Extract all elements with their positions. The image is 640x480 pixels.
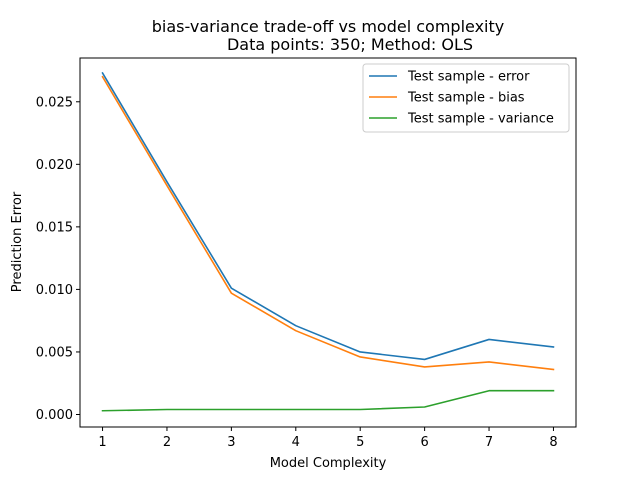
y-tick-label: 0.020 bbox=[36, 158, 73, 173]
y-tick-label: 0.025 bbox=[36, 95, 73, 110]
y-axis-label: Prediction Error bbox=[10, 191, 25, 292]
legend-box bbox=[362, 63, 570, 133]
x-tick-label: 1 bbox=[98, 435, 106, 450]
legend: Test sample - error Test sample - bias Tes… bbox=[362, 63, 570, 133]
legend-label-2: Test sample - variance bbox=[407, 112, 554, 127]
chart-title: bias-variance trade-off vs model complex… bbox=[152, 17, 504, 36]
legend-label-0: Test sample - error bbox=[407, 70, 530, 85]
x-tick-label: 6 bbox=[420, 435, 428, 450]
y-tick-label: 0.010 bbox=[36, 283, 73, 298]
series-line-2 bbox=[101, 389, 555, 412]
x-axis-label: Model Complexity bbox=[270, 456, 387, 471]
chart-subtitle: Data points: 350; Method: OLS bbox=[227, 35, 473, 54]
y-axis-ticks: 0.000 0.005 0.010 0.015 0.020 0.025 bbox=[36, 95, 80, 423]
series-line-0 bbox=[101, 71, 555, 361]
x-tick-label: 3 bbox=[227, 435, 235, 450]
x-tick-label: 8 bbox=[549, 435, 557, 450]
legend-label-1: Test sample - bias bbox=[407, 91, 525, 106]
series-lines bbox=[101, 71, 555, 412]
x-tick-label: 7 bbox=[485, 435, 493, 450]
x-tick-label: 4 bbox=[292, 435, 300, 450]
y-tick-label: 0.000 bbox=[36, 408, 73, 423]
y-tick-label: 0.015 bbox=[36, 220, 73, 235]
x-tick-label: 5 bbox=[356, 435, 364, 450]
series-line-1 bbox=[101, 75, 555, 371]
x-tick-label: 2 bbox=[163, 435, 171, 450]
x-axis-ticks: 1 2 3 4 5 6 7 8 bbox=[98, 427, 558, 450]
y-tick-label: 0.005 bbox=[36, 345, 73, 360]
